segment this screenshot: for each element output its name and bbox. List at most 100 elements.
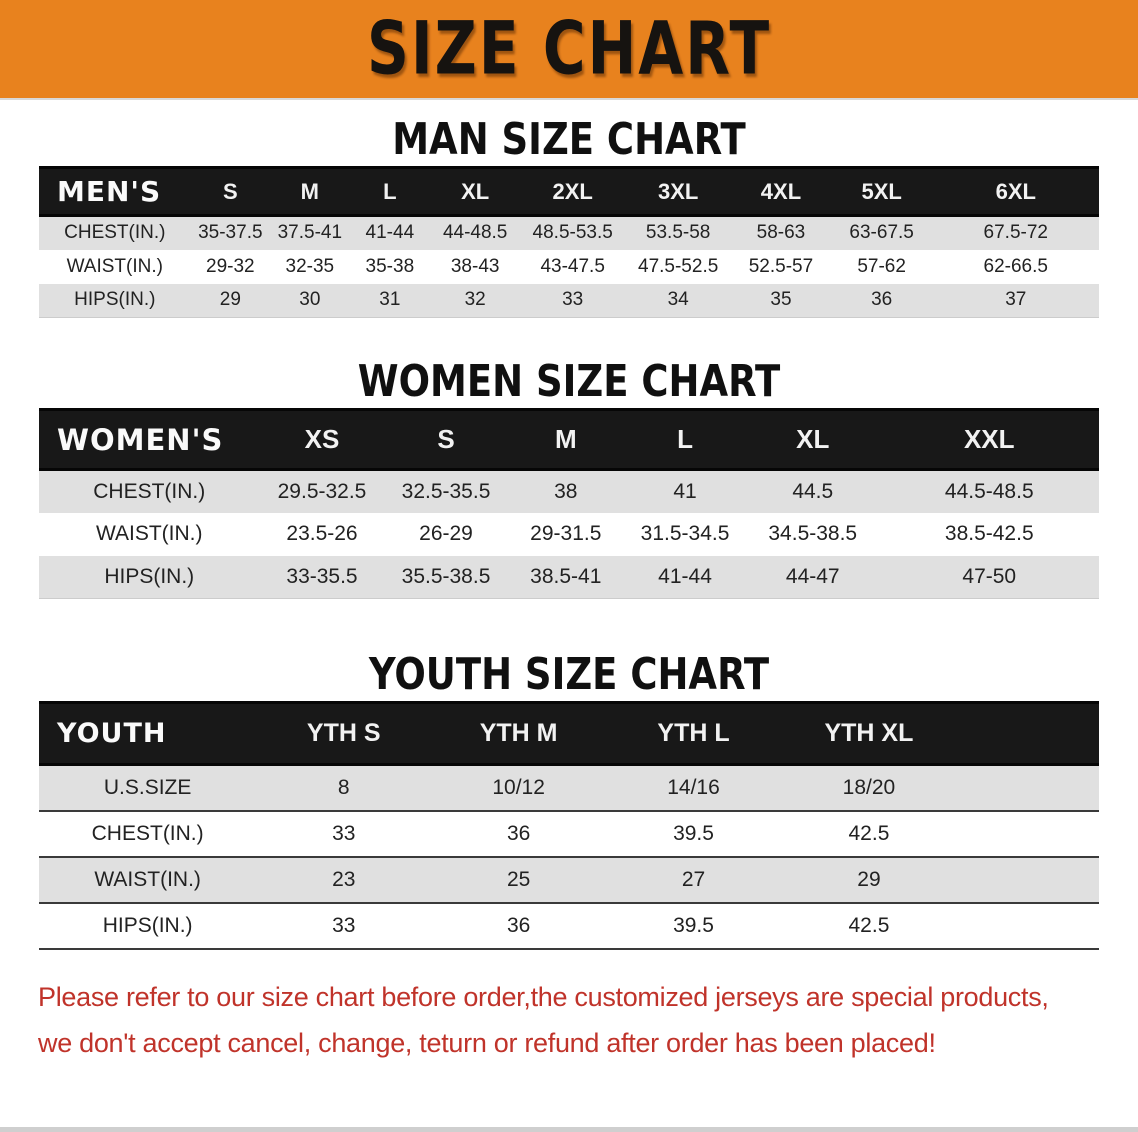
column-header: YTH S	[256, 701, 432, 766]
column-header: XL	[745, 408, 880, 471]
women-section-heading: WOMEN SIZE CHART	[0, 356, 1138, 408]
value-cell: 43-47.5	[540, 255, 605, 277]
youth-section-heading: YOUTH SIZE CHART	[0, 649, 1138, 701]
row-label: HIPS(IN.)	[102, 913, 193, 937]
column-header: XXL	[879, 408, 1099, 471]
value-cell: 33	[332, 821, 356, 845]
row-label: HIPS(IN.)	[104, 564, 195, 588]
value-cell: 29-32	[206, 255, 255, 277]
value-cell: 14/16	[667, 775, 720, 799]
value-cell: 31	[379, 289, 401, 311]
value-cell: 35.5-38.5	[401, 564, 491, 588]
value-cell: 32-35	[285, 255, 335, 277]
table-corner-label: MEN'S	[39, 166, 191, 217]
column-header: YTH XL	[780, 701, 957, 766]
disclaimer-line-1: Please refer to our size chart before or…	[38, 981, 1049, 1012]
value-cell	[957, 903, 1099, 949]
value-cell: 39.5	[673, 913, 714, 937]
value-cell: 26-29	[419, 522, 473, 545]
table-row: HIPS(IN.) 29 30 31 32 33 34 35 36 37	[39, 283, 1099, 318]
men-section-heading-text: MAN SIZE CHART	[392, 114, 746, 165]
value-cell: 67.5-72	[983, 222, 1048, 244]
header-row: YOUTH YTH S YTH M YTH L YTH XL	[39, 701, 1099, 766]
value-cell: 36	[871, 289, 893, 311]
table-row: WAIST(IN.) 29-32 32-35 35-38 38-43 43-47.5 47.…	[39, 249, 1099, 284]
value-cell: 38.5-41	[530, 564, 602, 588]
row-label: CHEST(IN.)	[91, 821, 204, 845]
women-section-heading-text: WOMEN SIZE CHART	[357, 356, 781, 407]
value-cell: 23	[332, 867, 356, 891]
value-cell: 37	[1005, 289, 1027, 311]
column-header: XL	[430, 166, 521, 217]
banner: SIZE CHART	[0, 0, 1138, 100]
column-header: YTH L	[606, 701, 781, 766]
value-cell: 29-31.5	[530, 522, 602, 545]
row-label: HIPS(IN.)	[74, 289, 156, 311]
value-cell: 36	[506, 913, 531, 937]
value-cell: 38-43	[450, 255, 500, 277]
value-cell: 42.5	[848, 913, 890, 937]
value-cell	[957, 765, 1099, 811]
table-corner-label: WOMEN'S	[39, 408, 260, 471]
value-cell: 41-44	[658, 564, 712, 588]
column-header: 3XL	[625, 166, 732, 217]
value-cell: 48.5-53.5	[532, 222, 613, 244]
value-cell: 25	[506, 867, 531, 891]
disclaimer: Please refer to our size chart before or…	[38, 974, 1100, 1066]
men-section-heading: MAN SIZE CHART	[0, 114, 1138, 166]
column-header: M	[507, 408, 625, 471]
value-cell: 18/20	[842, 775, 896, 799]
table-row: WAIST(IN.) 23.5-26 26-29 29-31.5 31.5-34.5 34…	[39, 512, 1099, 556]
value-cell: 33-35.5	[286, 564, 358, 588]
table-corner-label: YOUTH	[39, 701, 257, 766]
youth-section-heading-text: YOUTH SIZE CHART	[368, 649, 770, 700]
value-cell: 44.5	[792, 479, 834, 503]
column-header: XS	[259, 408, 385, 471]
table-row: HIPS(IN.) 33 36 39.5 42.5	[39, 902, 1099, 949]
column-header: YTH M	[431, 701, 607, 766]
value-cell: 29	[219, 289, 241, 311]
value-cell: 39.5	[673, 821, 714, 845]
table-row: U.S.SIZE 8 10/12 14/16 18/20	[39, 764, 1099, 811]
value-cell: 44-48.5	[442, 222, 508, 244]
value-cell: 33	[562, 289, 584, 311]
value-cell: 36	[506, 821, 531, 845]
value-cell: 32	[464, 289, 486, 311]
column-header: 6XL	[932, 166, 1099, 217]
header-row: WOMEN'S XS S M L XL XXL	[39, 408, 1099, 471]
value-cell: 63-67.5	[849, 222, 914, 244]
value-cell: 29.5-32.5	[277, 479, 367, 503]
row-label: WAIST(IN.)	[95, 522, 203, 545]
table-row: HIPS(IN.) 33-35.5 35.5-38.5 38.5-41 41-44 44-…	[39, 555, 1099, 599]
value-cell: 29	[857, 867, 881, 891]
value-cell: 52.5-57	[748, 255, 814, 277]
value-cell: 41	[673, 479, 697, 503]
bottom-edge-strip	[0, 1127, 1138, 1132]
value-cell: 34	[667, 289, 689, 311]
value-cell: 62-66.5	[983, 255, 1048, 277]
value-cell: 34.5-38.5	[768, 522, 858, 545]
value-cell: 23.5-26	[286, 522, 358, 545]
value-cell: 31.5-34.5	[640, 522, 730, 545]
row-label: WAIST(IN.)	[66, 255, 163, 277]
column-header	[956, 701, 1099, 766]
column-header: 4XL	[731, 166, 831, 217]
value-cell: 57-62	[857, 255, 906, 277]
row-label: CHEST(IN.)	[64, 222, 166, 244]
value-cell: 53.5-58	[645, 222, 711, 244]
value-cell: 8	[337, 775, 350, 799]
value-cell: 58-63	[756, 222, 806, 244]
column-header: L	[349, 166, 431, 217]
value-cell: 41-44	[365, 222, 415, 244]
value-cell: 35-37.5	[198, 222, 263, 244]
disclaimer-line-2: we don't accept cancel, change, teturn o…	[38, 1027, 936, 1058]
column-header: M	[270, 166, 350, 217]
value-cell: 35	[770, 289, 792, 311]
table-row: CHEST(IN.) 29.5-32.5 32.5-35.5 38 41 44.5 44.5…	[39, 469, 1099, 513]
value-cell: 47.5-52.5	[638, 255, 719, 277]
value-cell: 38	[554, 479, 578, 503]
row-label: U.S.SIZE	[103, 775, 192, 799]
table-row: CHEST(IN.) 35-37.5 37.5-41 41-44 44-48.5 48.5…	[39, 215, 1099, 250]
value-cell: 47-50	[962, 564, 1017, 588]
value-cell	[957, 857, 1099, 903]
